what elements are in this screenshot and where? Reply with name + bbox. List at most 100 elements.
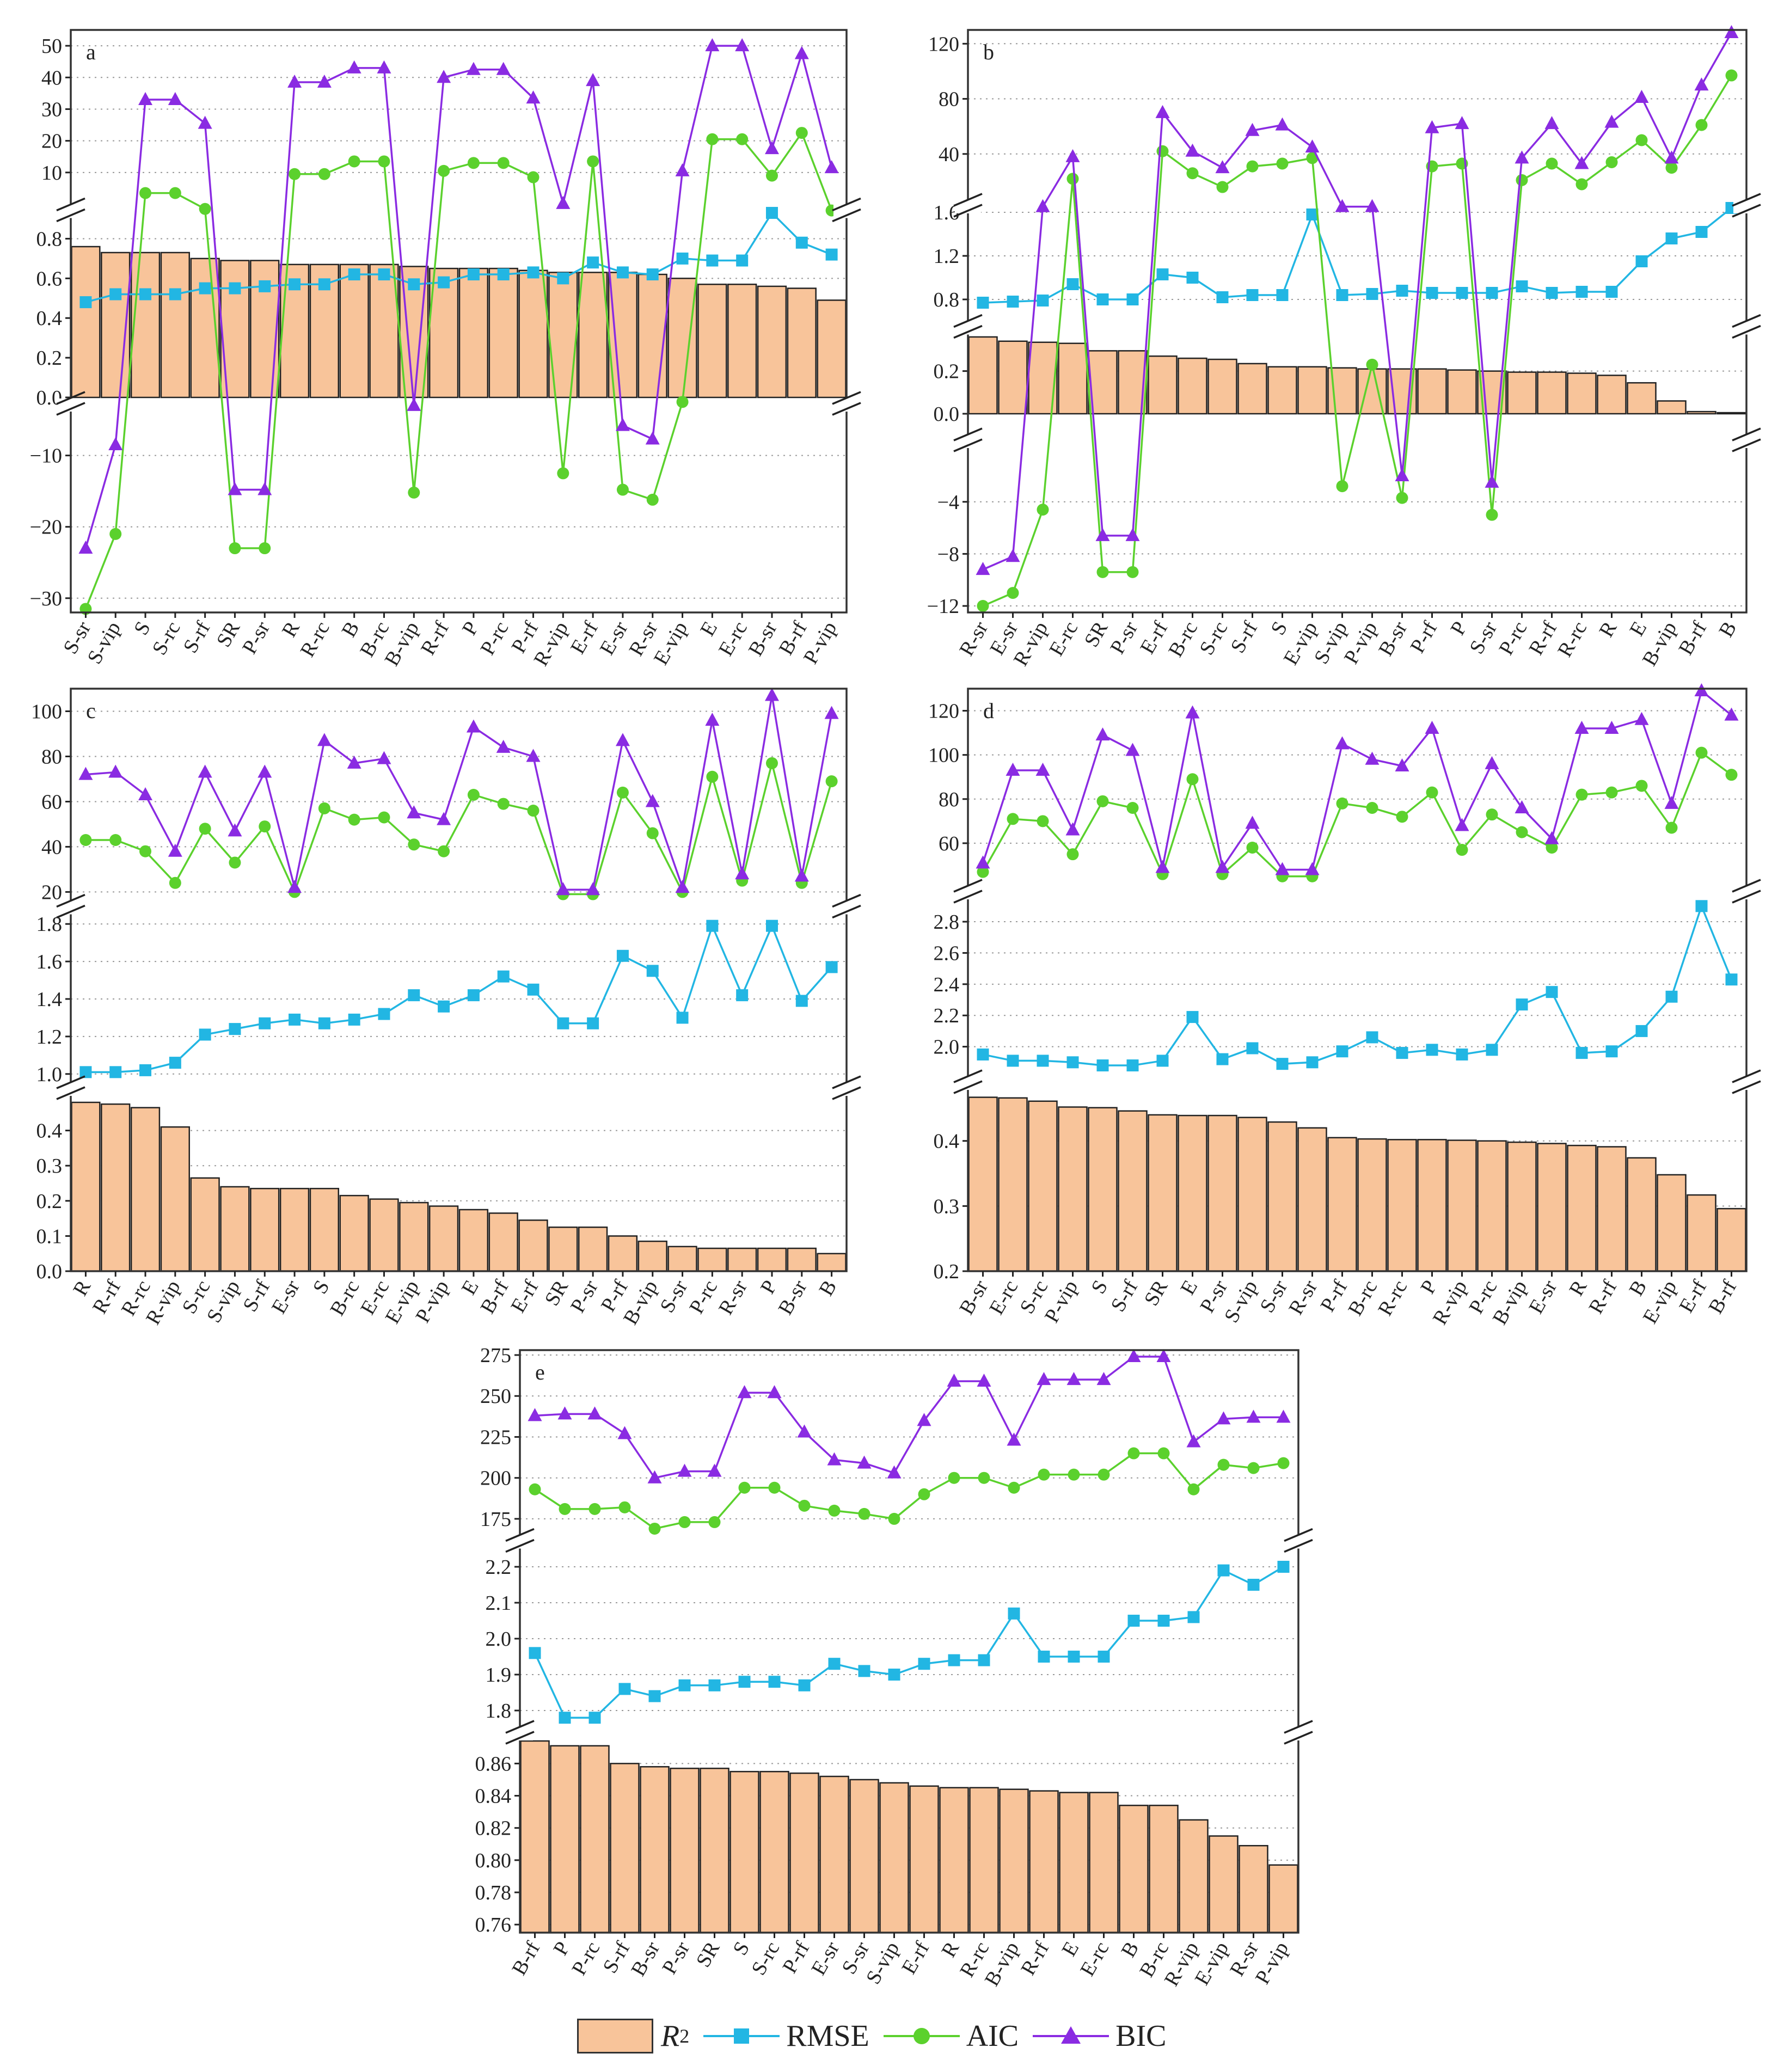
bic-point bbox=[857, 1455, 872, 1469]
aic-point bbox=[648, 1522, 661, 1535]
bic-line bbox=[982, 32, 1733, 571]
rmse-point bbox=[378, 268, 390, 281]
r2-bar bbox=[1209, 1835, 1239, 1934]
rmse-point bbox=[795, 236, 808, 249]
aic-point bbox=[977, 866, 989, 878]
axis-break-mark bbox=[56, 402, 85, 416]
r2-bar bbox=[1327, 1137, 1357, 1272]
aic-point bbox=[918, 1488, 930, 1500]
r2-bar bbox=[71, 246, 101, 399]
panel-label: c bbox=[86, 698, 96, 723]
r2-bar bbox=[789, 1772, 819, 1934]
r2-bar bbox=[637, 1240, 667, 1272]
bic-point bbox=[764, 141, 779, 155]
aic-point bbox=[616, 483, 629, 496]
aic-point bbox=[229, 856, 241, 869]
r2-bar bbox=[1268, 1864, 1298, 1934]
rmse-point bbox=[1695, 900, 1708, 912]
bic-point bbox=[947, 1374, 961, 1387]
rmse-point bbox=[1096, 1059, 1109, 1072]
bic-point bbox=[647, 1470, 662, 1483]
bic-point bbox=[1006, 763, 1020, 776]
r2-bar bbox=[819, 1775, 849, 1934]
r2-bar bbox=[999, 1788, 1029, 1934]
rmse-point bbox=[918, 1658, 930, 1670]
rmse-point bbox=[79, 1066, 92, 1078]
bic-point bbox=[1604, 114, 1619, 128]
r2-bar bbox=[1237, 363, 1267, 415]
aic-point bbox=[1516, 826, 1528, 838]
y-tick-label: 1.4 bbox=[36, 988, 63, 1011]
panel-a: 10203040500.00.20.40.60.8−30−20−10S-srS-… bbox=[30, 29, 861, 670]
r2-bar bbox=[637, 273, 667, 399]
bic-point bbox=[1694, 77, 1709, 91]
legend-item-aic: AIC bbox=[883, 2019, 1019, 2053]
rmse-point bbox=[1665, 990, 1678, 1003]
axis-break-mark bbox=[56, 904, 85, 919]
bic-point bbox=[1634, 712, 1649, 725]
r2-bar bbox=[1178, 357, 1207, 415]
r2-bar bbox=[1058, 1106, 1088, 1272]
aic-point bbox=[527, 805, 540, 817]
aic-point bbox=[1216, 181, 1229, 193]
rmse-point bbox=[1186, 1011, 1199, 1023]
rmse-point bbox=[467, 989, 480, 1002]
bic-point bbox=[1335, 199, 1350, 212]
aic-point bbox=[676, 396, 689, 408]
aic-point bbox=[768, 1481, 781, 1494]
aic-point bbox=[1186, 773, 1199, 786]
axis-break-mark bbox=[1732, 438, 1761, 452]
aic-point bbox=[618, 1501, 631, 1513]
aic-point bbox=[1456, 844, 1468, 856]
bic-point bbox=[1066, 1372, 1081, 1386]
r2-bar bbox=[787, 287, 817, 399]
aic-point bbox=[1546, 157, 1558, 170]
aic-point bbox=[1635, 134, 1648, 146]
axis-break-mark bbox=[1732, 427, 1761, 442]
r2-bar bbox=[71, 1101, 101, 1272]
rmse-point bbox=[678, 1679, 691, 1691]
rmse-point bbox=[1396, 285, 1408, 297]
rmse-point bbox=[1725, 973, 1738, 986]
r2-bar bbox=[1088, 1107, 1118, 1272]
rmse-point bbox=[1216, 291, 1229, 303]
r2-bar bbox=[1447, 369, 1477, 415]
r2-bar bbox=[1447, 1139, 1477, 1272]
y-tick-label: 10 bbox=[41, 162, 62, 185]
r2-bar bbox=[309, 1187, 340, 1272]
r2-bar bbox=[130, 252, 161, 399]
bic-point bbox=[1035, 763, 1050, 776]
rmse-point bbox=[1546, 986, 1558, 998]
y-tick-label: 2.4 bbox=[934, 973, 960, 996]
axis-break-mark bbox=[953, 438, 983, 452]
bic-point bbox=[287, 75, 302, 88]
bic-point bbox=[737, 1385, 752, 1399]
r2-bar bbox=[608, 1235, 638, 1272]
rmse-point bbox=[765, 207, 778, 219]
bic-point bbox=[1664, 150, 1679, 164]
rmse-point bbox=[1277, 1561, 1290, 1573]
legend-item-bic: BIC bbox=[1033, 2019, 1167, 2053]
bic-point bbox=[1305, 862, 1320, 875]
bic-point bbox=[1365, 751, 1380, 765]
y-tick-label: 0.3 bbox=[934, 1195, 960, 1218]
legend-item-rmse: RMSE bbox=[703, 2019, 869, 2053]
y-tick-label: 0.8 bbox=[934, 289, 960, 311]
y-tick-label: 2.8 bbox=[934, 911, 960, 934]
r2-bar bbox=[580, 1745, 610, 1934]
r2-bar bbox=[1118, 1110, 1148, 1272]
aic-point bbox=[318, 802, 330, 814]
r2-bar bbox=[727, 1247, 757, 1272]
axis-break-mark bbox=[1732, 204, 1761, 218]
aic-point bbox=[1217, 1458, 1230, 1471]
plot-frame bbox=[70, 29, 848, 614]
bic-point bbox=[407, 397, 421, 411]
aic-point bbox=[1186, 167, 1199, 180]
bic-point bbox=[917, 1413, 931, 1426]
aic-point bbox=[1066, 173, 1079, 185]
axis-break-mark bbox=[1732, 879, 1761, 893]
axis-break-mark bbox=[505, 1538, 535, 1553]
r2-bar bbox=[1149, 1805, 1179, 1934]
r2-bar bbox=[1477, 1140, 1507, 1272]
